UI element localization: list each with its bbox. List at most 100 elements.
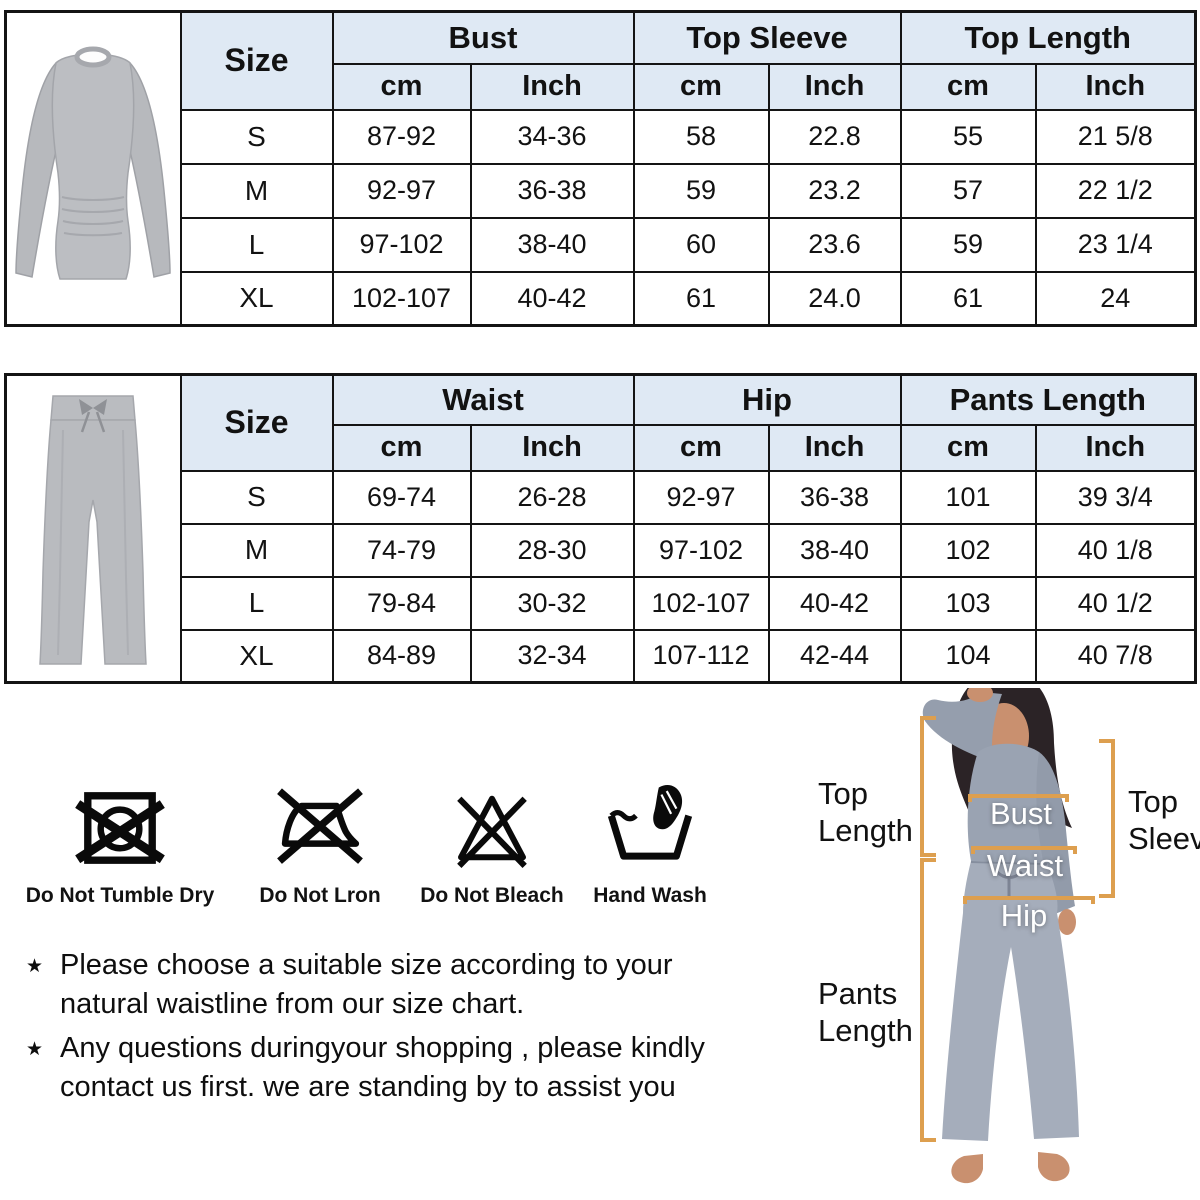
table-cell: Hip (632, 373, 902, 426)
table-cell: 22 1/2 (1034, 162, 1197, 219)
notes-section: ★ Please choose a suitable size accordin… (26, 946, 738, 1112)
table-row: L 79-84 30-32 102-107 40-42 103 40 1/2 (6, 575, 1197, 631)
table-cell: 39 3/4 (1034, 469, 1197, 525)
care-item-tumble-dry: Do Not Tumble Dry (20, 782, 220, 908)
pants-garment-image (4, 373, 182, 684)
table-cell: Pants Length (899, 373, 1197, 426)
care-label: Do Not Tumble Dry (25, 884, 215, 907)
hip-label: Hip (1000, 898, 1048, 933)
table-row: S 69-74 26-28 92-97 36-38 101 39 3/4 (6, 469, 1197, 525)
table-cell: 57 (899, 162, 1037, 219)
table-cell: cm (632, 423, 770, 472)
table-row: XL 102-107 40-42 61 24.0 61 24 (6, 270, 1197, 327)
table-cell: 55 (899, 108, 1037, 165)
do-not-iron-icon (240, 782, 400, 874)
table-row: L 97-102 38-40 60 23.6 59 23 1/4 (6, 216, 1197, 273)
care-label: Do Not Lron (259, 884, 381, 907)
table-cell: 24.0 (767, 270, 902, 327)
note-text: Any questions duringyour shopping , plea… (60, 1032, 705, 1103)
table-cell: 30-32 (469, 575, 635, 631)
table-cell: 104 (899, 628, 1037, 684)
table-cell: 23.6 (767, 216, 902, 273)
note-line: ★ Please choose a suitable size accordin… (26, 946, 738, 1023)
table-cell: 107-112 (632, 628, 770, 684)
table-cell: S (179, 469, 334, 525)
table-cell: 79-84 (331, 575, 472, 631)
care-label: Do Not Bleach (420, 884, 564, 907)
table-cell: 102-107 (331, 270, 472, 327)
table-cell: 61 (632, 270, 770, 327)
table-cell: 74-79 (331, 522, 472, 578)
table-row: cm Inch cm Inch cm Inch (6, 62, 1197, 111)
table-cell: cm (899, 62, 1037, 111)
top-size-table: Size Bust Top Sleeve Top Length cm Inch … (4, 10, 1197, 327)
care-item-iron: Do Not Lron (240, 782, 400, 908)
table-cell: XL (179, 270, 334, 327)
table-cell: Top Length (899, 10, 1197, 65)
table-row: Size Waist Hip Pants Length (4, 373, 1197, 684)
table-cell: 28-30 (469, 522, 635, 578)
table-cell: 60 (632, 216, 770, 273)
table-cell: 101 (899, 469, 1037, 525)
pants-size-table: Size Waist Hip Pants Length cm Inch cm I… (4, 373, 1197, 684)
table-cell: 23 1/4 (1034, 216, 1197, 273)
care-label: Hand Wash (593, 884, 707, 907)
table-cell: Inch (469, 423, 635, 472)
table-row: M 92-97 36-38 59 23.2 57 22 1/2 (6, 162, 1197, 219)
star-bullet-icon: ★ (26, 1039, 44, 1061)
pants-length-label: Pants Length (818, 976, 913, 1048)
table-cell: 61 (899, 270, 1037, 327)
table-row: M 74-79 28-30 97-102 38-40 102 40 1/8 (6, 522, 1197, 578)
measurement-brackets (920, 716, 1115, 1142)
note-line: ★ Any questions duringyour shopping , pl… (26, 1029, 738, 1106)
table-cell: 40-42 (469, 270, 635, 327)
hand-wash-icon (575, 782, 725, 874)
table-cell: Waist (331, 373, 635, 426)
table-cell: 97-102 (331, 216, 472, 273)
bust-label: Bust (989, 796, 1053, 831)
table-cell: 103 (899, 575, 1037, 631)
table-cell: S (179, 108, 334, 165)
table-row: Size Bust Top Sleeve Top Length (4, 10, 1197, 327)
table-cell: Bust (331, 10, 635, 65)
table-cell: cm (632, 62, 770, 111)
care-item-bleach: Do Not Bleach (407, 782, 577, 908)
table-cell: 26-28 (469, 469, 635, 525)
table-cell: Top Sleeve (632, 10, 902, 65)
pants-illustration (39, 395, 148, 665)
table-cell: Size (179, 10, 334, 111)
long-sleeve-top-illustration (15, 46, 172, 280)
table-cell: 42-44 (767, 628, 902, 684)
table-cell: 38-40 (767, 522, 902, 578)
top-length-label: Top Length (818, 776, 913, 848)
table-cell: 97-102 (632, 522, 770, 578)
table-cell: Inch (767, 423, 902, 472)
table-cell: 21 5/8 (1034, 108, 1197, 165)
table-cell: cm (899, 423, 1037, 472)
table-cell: 58 (632, 108, 770, 165)
table-cell: 92-97 (632, 469, 770, 525)
table-cell: 38-40 (469, 216, 635, 273)
table-cell: 40 7/8 (1034, 628, 1197, 684)
star-bullet-icon: ★ (26, 956, 44, 977)
measurement-guide-figure: Top Length Top Sleeve Pants Length Bust … (740, 688, 1200, 1200)
table-cell: 32-34 (469, 628, 635, 684)
top-garment-image (4, 10, 182, 327)
table-cell: 92-97 (331, 162, 472, 219)
table-cell: 23.2 (767, 162, 902, 219)
table-cell: Inch (469, 62, 635, 111)
table-cell: 36-38 (469, 162, 635, 219)
table-cell: 69-74 (331, 469, 472, 525)
table-cell: cm (331, 62, 472, 111)
top-sleeve-label: Top Sleeve (1128, 784, 1200, 856)
table-cell: 34-36 (469, 108, 635, 165)
table-cell: Inch (1034, 423, 1197, 472)
table-row: cm Inch cm Inch cm Inch (6, 423, 1197, 472)
table-cell: 24 (1034, 270, 1197, 327)
table-cell: Inch (767, 62, 902, 111)
table-cell: M (179, 522, 334, 578)
table-cell: 102-107 (632, 575, 770, 631)
table-row: S 87-92 34-36 58 22.8 55 21 5/8 (6, 108, 1197, 165)
table-cell: 87-92 (331, 108, 472, 165)
